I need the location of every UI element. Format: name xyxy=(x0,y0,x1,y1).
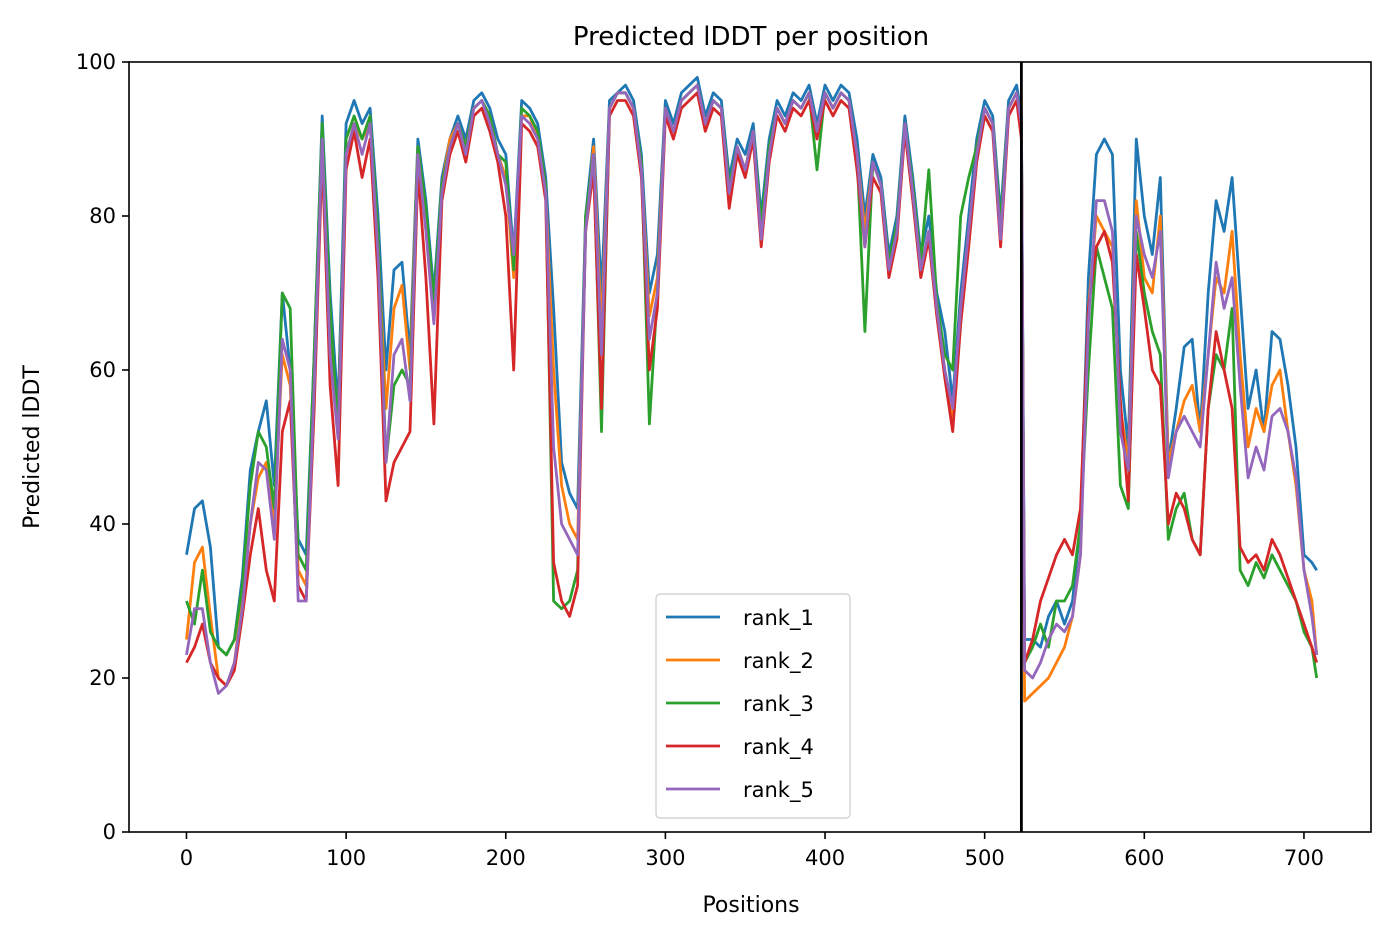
y-axis-label: Predicted lDDT xyxy=(20,365,45,529)
chart-legend: rank_1 rank_2 rank_3 rank_4 rank_5 xyxy=(655,593,851,819)
legend-label-rank-5: rank_5 xyxy=(743,778,814,803)
x-tick-label: 0 xyxy=(180,846,193,870)
chart-title: Predicted lDDT per position xyxy=(573,22,929,52)
legend-items: rank_1 rank_2 rank_3 rank_4 rank_5 xyxy=(666,606,814,803)
y-tick-label: 20 xyxy=(89,666,116,690)
legend-label-rank-4: rank_4 xyxy=(743,735,814,760)
x-tick-label: 500 xyxy=(965,846,1005,870)
y-tick-label: 0 xyxy=(103,820,116,844)
series-layer xyxy=(185,76,1319,703)
x-tick-label: 600 xyxy=(1124,846,1164,870)
x-tick-label: 400 xyxy=(805,846,845,870)
legend-box xyxy=(655,593,851,819)
y-tick-label: 100 xyxy=(76,50,116,74)
y-tick-label: 80 xyxy=(89,204,116,228)
x-axis-label: Positions xyxy=(702,893,799,918)
legend-label-rank-1: rank_1 xyxy=(743,606,814,631)
x-tick-label: 300 xyxy=(645,846,685,870)
x-tick-label: 200 xyxy=(486,846,526,870)
y-tick-label: 40 xyxy=(89,512,116,536)
series-line-rank-5 xyxy=(185,83,1319,695)
legend-label-rank-3: rank_3 xyxy=(743,692,814,717)
plot-area-frame xyxy=(128,61,1372,833)
x-axis-ticks: 0 100 200 300 400 500 600 700 xyxy=(180,832,1324,870)
y-tick-label: 60 xyxy=(89,358,116,382)
y-axis-ticks: 0 20 40 60 80 100 xyxy=(76,50,129,844)
x-tick-label: 100 xyxy=(326,846,366,870)
x-tick-label: 700 xyxy=(1284,846,1324,870)
legend-label-rank-2: rank_2 xyxy=(743,649,814,674)
